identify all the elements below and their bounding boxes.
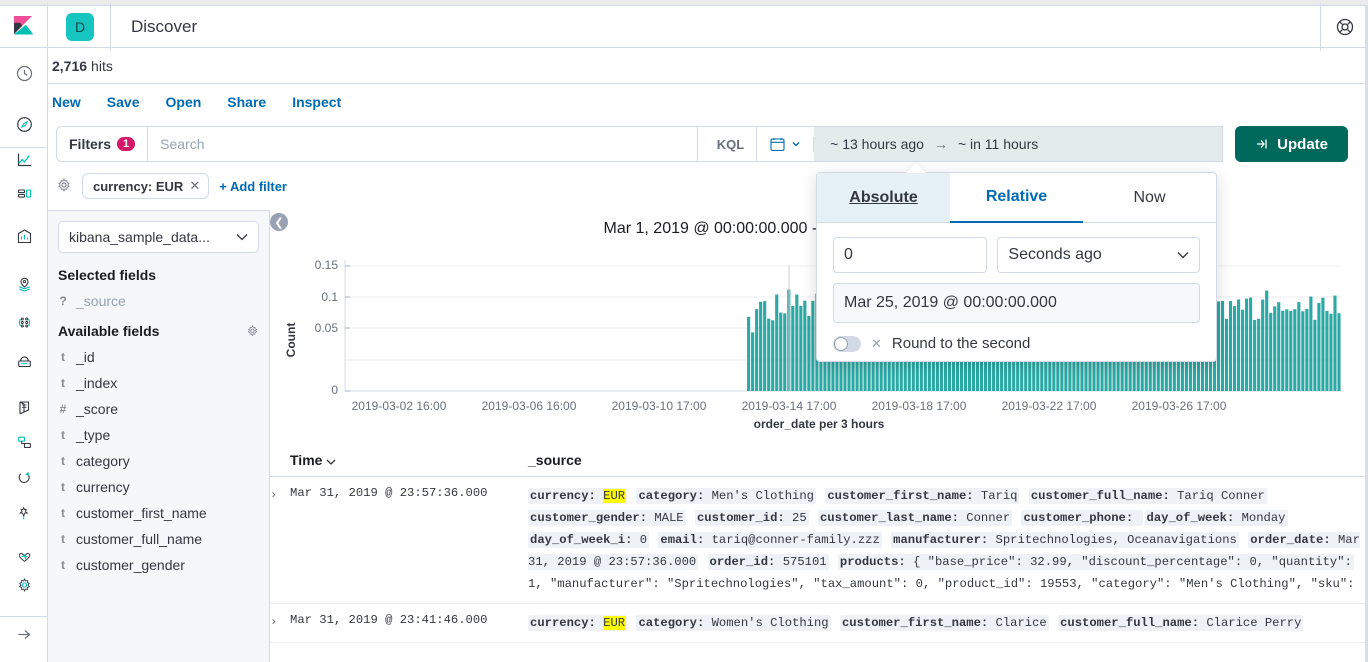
svg-text:0: 0 (331, 383, 338, 397)
svg-text:2019-03-02 16:00: 2019-03-02 16:00 (352, 399, 447, 413)
svg-text:2019-03-22 17:00: 2019-03-22 17:00 (1002, 399, 1097, 413)
svg-text:0.15: 0.15 (315, 258, 339, 272)
svg-text:2019-03-18 17:00: 2019-03-18 17:00 (872, 399, 967, 413)
svg-text:2019-03-14 17:00: 2019-03-14 17:00 (742, 399, 837, 413)
svg-text:0.05: 0.05 (315, 321, 339, 335)
svg-text:2019-03-10 17:00: 2019-03-10 17:00 (612, 399, 707, 413)
svg-text:2019-03-26 17:00: 2019-03-26 17:00 (1132, 399, 1227, 413)
svg-text:2019-03-06 16:00: 2019-03-06 16:00 (482, 399, 577, 413)
svg-text:0.1: 0.1 (321, 290, 338, 304)
